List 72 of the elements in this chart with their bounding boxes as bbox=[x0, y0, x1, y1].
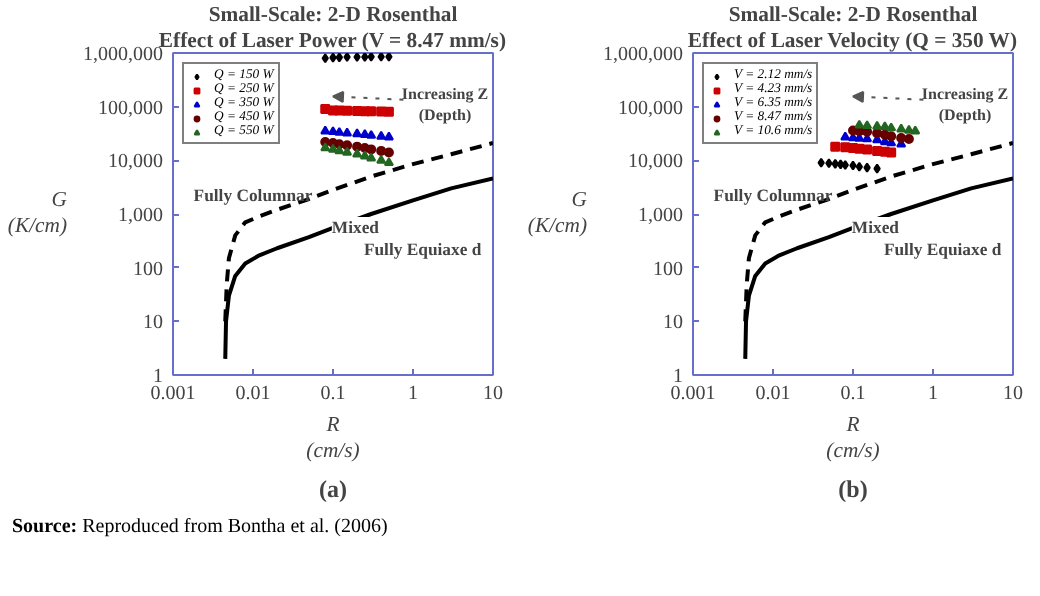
point bbox=[320, 142, 331, 152]
x-tick-label: 0.001 bbox=[150, 383, 196, 405]
point bbox=[321, 53, 329, 64]
annotation: Increasing Z (Depth) bbox=[401, 84, 489, 125]
y-tick-label: 1 bbox=[153, 366, 163, 388]
point bbox=[383, 157, 394, 167]
y-tick-label: 100 bbox=[653, 258, 683, 281]
point bbox=[342, 105, 353, 116]
point bbox=[366, 129, 377, 139]
point bbox=[353, 53, 361, 63]
point bbox=[342, 127, 353, 137]
y-tick-label: 1,000,000 bbox=[83, 44, 163, 66]
point bbox=[383, 131, 394, 141]
point bbox=[342, 146, 353, 156]
point bbox=[329, 53, 337, 63]
point bbox=[366, 144, 377, 155]
y-tick-label: 1,000,000 bbox=[603, 44, 683, 66]
point bbox=[334, 126, 345, 136]
annotation: Mixed bbox=[331, 216, 380, 237]
x-axis-title: R (cm/s) bbox=[306, 415, 361, 464]
x-tick-label: 0.01 bbox=[755, 383, 791, 405]
point bbox=[335, 53, 343, 63]
point bbox=[376, 154, 387, 164]
annotation: Fully Equiaxe d bbox=[363, 239, 482, 260]
y-tick-label: 100 bbox=[133, 258, 163, 281]
x-axis-title: R (cm/s) bbox=[826, 415, 881, 464]
point bbox=[343, 53, 351, 63]
annotation: Increasing Z (Depth) bbox=[921, 84, 1009, 125]
y-tick-label: 10 bbox=[143, 312, 163, 335]
y-tick-label: 100,000 bbox=[98, 97, 163, 120]
y-tick-label: 1 bbox=[673, 366, 683, 388]
point bbox=[367, 53, 375, 62]
x-tick-label: 0.1 bbox=[840, 383, 866, 405]
point bbox=[383, 106, 394, 117]
x-tick-label: 10 bbox=[1003, 383, 1023, 405]
text: (a) bbox=[319, 475, 348, 503]
point bbox=[366, 106, 377, 117]
source-note: Source: Reproduced from Bontha et al. (2006) bbox=[12, 514, 388, 542]
chart-title: Small-Scale: 2-D Rosenthal bbox=[208, 5, 458, 27]
point bbox=[352, 128, 363, 138]
text: (b) bbox=[838, 475, 868, 503]
point bbox=[366, 152, 377, 162]
y-tick-label: 1,000 bbox=[638, 205, 683, 227]
chart-subtitle: Effect of Laser Velocity (Q = 350 W) bbox=[687, 31, 1018, 53]
point bbox=[361, 53, 369, 63]
x-tick-label: 0.001 bbox=[670, 383, 716, 405]
x-tick-label: 1 bbox=[928, 383, 938, 405]
point bbox=[328, 143, 338, 153]
y-tick-label: 10,000 bbox=[628, 151, 683, 174]
point bbox=[342, 140, 353, 151]
annotation: Fully Equiaxe d bbox=[883, 239, 1002, 260]
y-tick-label: 1,000 bbox=[118, 205, 163, 227]
x-tick-label: 0.1 bbox=[320, 383, 346, 405]
y-tick-label: 10,000 bbox=[108, 151, 163, 174]
x-tick-label: 1 bbox=[408, 383, 418, 405]
chart-subtitle: Effect of Laser Power (V = 8.47 mm/s) bbox=[158, 31, 507, 53]
annotation: Fully Columnar bbox=[193, 184, 313, 205]
point bbox=[376, 130, 387, 140]
point bbox=[377, 53, 385, 62]
x-tick-label: 10 bbox=[483, 383, 503, 405]
x-tick-label: 0.01 bbox=[235, 383, 271, 405]
y-axis-title: G (K/cm) bbox=[7, 189, 68, 239]
point bbox=[334, 145, 345, 155]
y-tick-label: 100,000 bbox=[618, 97, 683, 120]
y-tick-label: 10 bbox=[663, 312, 683, 335]
annotation: Fully Columnar bbox=[713, 184, 833, 205]
annotation: Mixed bbox=[851, 216, 900, 237]
point bbox=[385, 53, 393, 62]
point bbox=[352, 148, 363, 158]
chart-title: Small-Scale: 2-D Rosenthal bbox=[728, 5, 978, 27]
point bbox=[383, 147, 394, 158]
y-axis-title: G (K/cm) bbox=[527, 189, 588, 239]
